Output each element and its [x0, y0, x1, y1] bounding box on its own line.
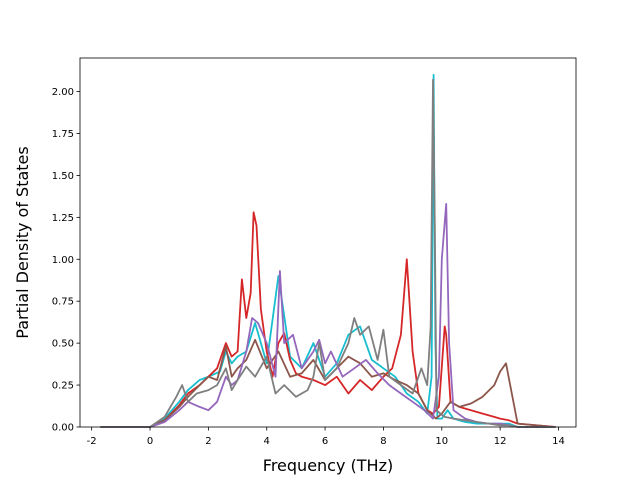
y-tick-label: 1.50 — [52, 171, 74, 182]
y-tick-label: 1.25 — [52, 213, 74, 224]
y-tick-label: 0.50 — [52, 339, 74, 350]
y-tick-label: 2.00 — [52, 87, 74, 98]
x-tick-label: 14 — [552, 436, 565, 447]
y-tick-label: 0.00 — [52, 423, 74, 434]
x-tick-label: -2 — [87, 436, 97, 447]
x-tick-label: 8 — [380, 436, 386, 447]
x-tick-label: 0 — [147, 436, 153, 447]
x-tick-label: 2 — [205, 436, 211, 447]
axes-frame — [79, 57, 577, 428]
x-tick-label: 12 — [494, 436, 507, 447]
x-tick-label: 6 — [322, 436, 328, 447]
y-axis-label: Partial Density of States — [13, 146, 32, 338]
x-tick-label: 10 — [435, 436, 448, 447]
series-line-1 — [100, 73, 556, 428]
y-tick-label: 1.00 — [52, 255, 74, 266]
x-tick-label: 4 — [264, 436, 270, 447]
y-axis-ticks: 0.00 0.25 0.50 0.75 1.00 1.25 1.50 1.75 2.00 — [52, 87, 80, 434]
x-axis-label: Frequency (THz) — [263, 456, 393, 475]
y-tick-label: 0.25 — [52, 381, 74, 392]
series-line-4 — [100, 203, 556, 428]
plot-lines — [100, 73, 556, 428]
x-axis-ticks: -2 0 2 4 6 8 10 12 14 — [87, 427, 565, 447]
series-line-5 — [100, 78, 556, 428]
y-tick-label: 0.75 — [52, 297, 74, 308]
y-tick-label: 1.75 — [52, 129, 74, 140]
series-line-3 — [100, 338, 556, 428]
series-line-2 — [100, 211, 556, 428]
